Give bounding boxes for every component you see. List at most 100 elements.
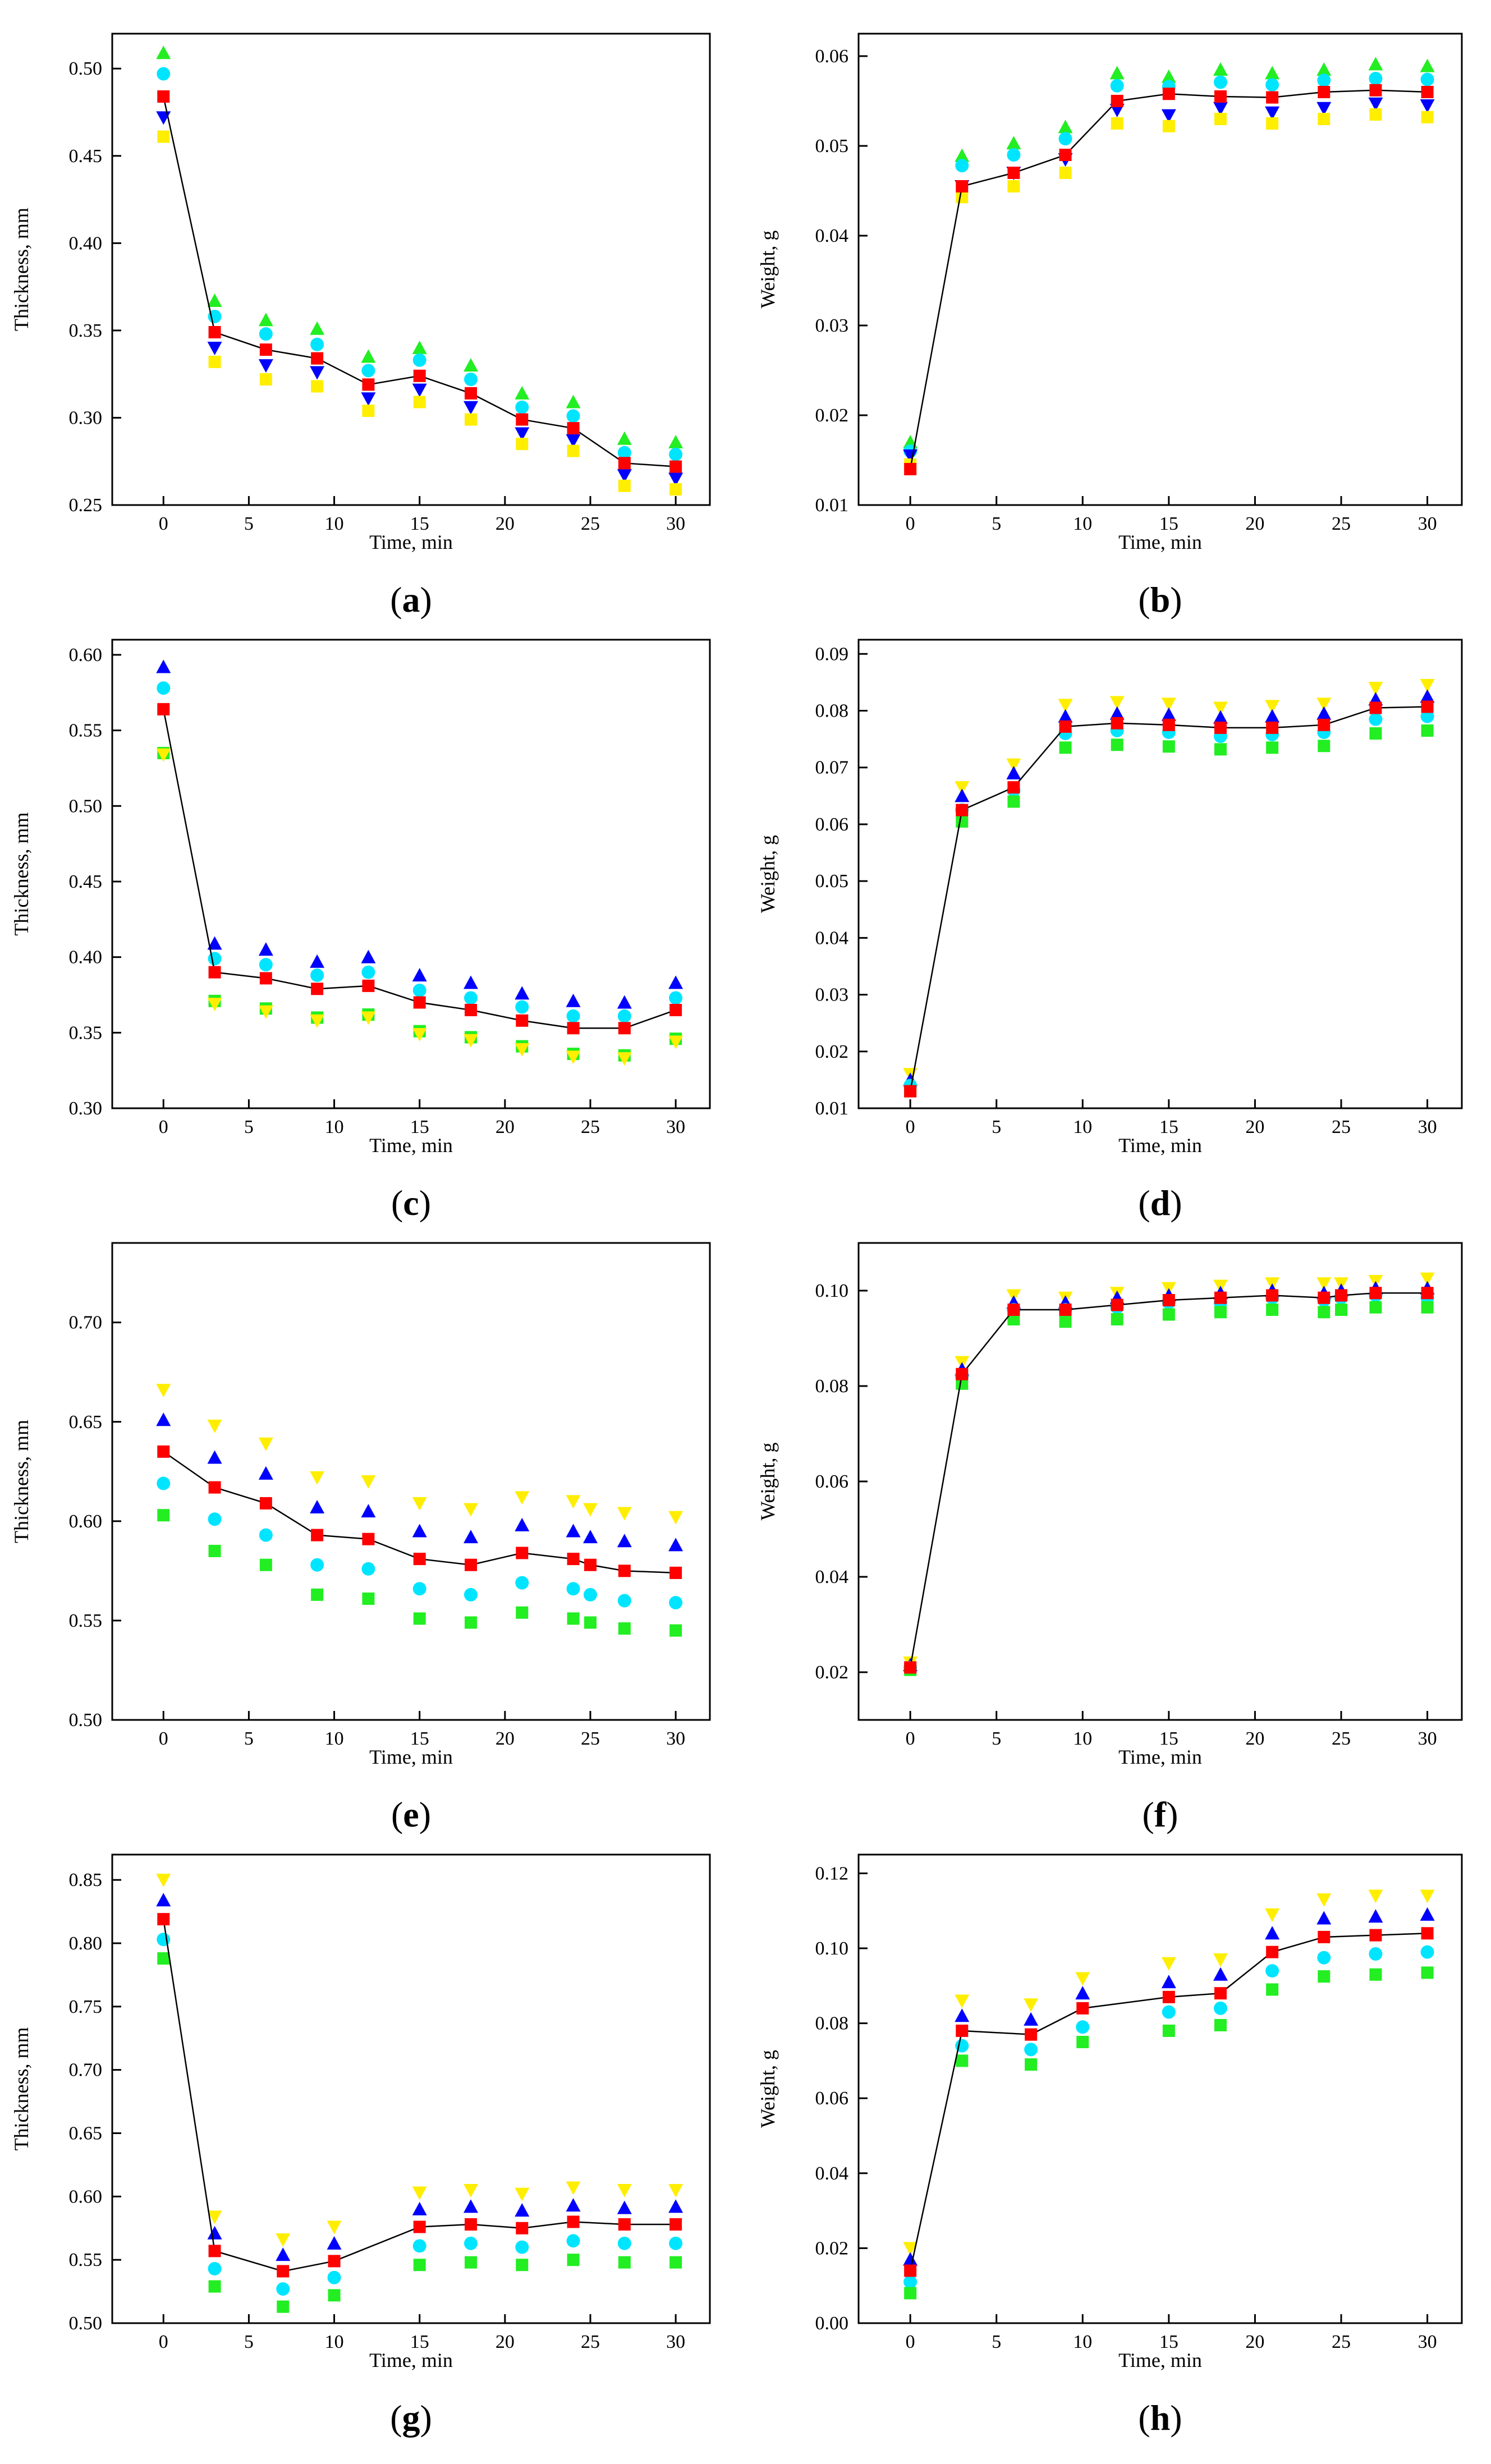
y-tick-label: 0.35 xyxy=(69,1022,103,1043)
data-point xyxy=(1266,91,1279,104)
y-tick-label: 0.05 xyxy=(815,136,849,157)
y-axis-label: Weight, g xyxy=(756,835,779,913)
y-tick-label: 0.00 xyxy=(815,2313,849,2334)
data-point xyxy=(464,373,478,386)
data-point xyxy=(566,2181,581,2195)
data-point xyxy=(310,1471,325,1485)
data-point xyxy=(516,1547,529,1559)
data-point xyxy=(668,1538,683,1552)
y-tick-label: 0.40 xyxy=(69,233,103,254)
y-tick-label: 0.04 xyxy=(815,2163,849,2184)
panel-h: 0 5 10 15 20 25 30 0.00 0.02 0.04 0.06 0.08 0.10 0.12… xyxy=(756,1853,1463,2438)
data-point xyxy=(464,401,478,415)
data-point xyxy=(311,352,324,365)
data-point xyxy=(310,1558,324,1572)
data-point xyxy=(465,1558,477,1571)
data-point xyxy=(1059,720,1072,733)
data-point xyxy=(955,2008,970,2022)
data-point xyxy=(1265,106,1280,120)
y-tick-label: 0.70 xyxy=(69,1313,103,1333)
data-point xyxy=(1007,781,1020,794)
data-point xyxy=(583,1530,598,1544)
series-green-square xyxy=(157,1509,682,1637)
data-point xyxy=(1265,709,1280,723)
data-point xyxy=(258,359,273,373)
data-point xyxy=(1421,1301,1434,1314)
data-point xyxy=(311,1529,324,1541)
data-point xyxy=(1214,2018,1227,2031)
data-point xyxy=(515,1517,530,1531)
data-point xyxy=(1421,1927,1434,1940)
x-tick-label: 30 xyxy=(666,2332,685,2352)
data-point xyxy=(464,2199,478,2213)
data-point xyxy=(567,2254,580,2266)
x-tick-label: 0 xyxy=(159,1728,168,1749)
y-tick-label: 0.01 xyxy=(815,495,849,516)
data-point xyxy=(1214,75,1227,89)
data-point xyxy=(310,1014,325,1028)
series-green-triangle xyxy=(156,45,683,448)
data-point xyxy=(277,2300,290,2313)
data-point xyxy=(515,1576,529,1590)
x-tick-label: 25 xyxy=(581,1117,600,1137)
data-point xyxy=(156,1412,171,1426)
data-point xyxy=(668,1035,683,1049)
y-tick-label: 0.65 xyxy=(69,1412,103,1433)
panel-a: 0 5 10 15 20 25 30 0.25 0.30 0.35 0.40 0.45 0.50 Time… xyxy=(10,33,711,620)
data-point xyxy=(617,1594,631,1608)
series-green-square xyxy=(904,724,1434,1098)
data-point xyxy=(566,394,581,409)
y-tick-label: 0.05 xyxy=(815,871,849,892)
data-point xyxy=(362,1592,375,1605)
data-point xyxy=(258,1005,273,1019)
data-point xyxy=(618,2218,631,2231)
y-tick-label: 0.08 xyxy=(815,2013,849,2034)
data-point xyxy=(156,1874,171,1888)
data-point xyxy=(1265,66,1280,80)
y-tick-label: 0.06 xyxy=(815,814,849,835)
data-point xyxy=(956,2024,969,2037)
data-point xyxy=(362,1532,375,1545)
series-cyan-circle xyxy=(903,1288,1434,1674)
data-point xyxy=(668,1511,683,1525)
data-point xyxy=(1420,99,1435,113)
data-point xyxy=(1420,1907,1435,1921)
x-tick-label: 15 xyxy=(410,1117,429,1137)
data-point xyxy=(311,983,324,995)
data-point xyxy=(1162,2024,1175,2037)
data-point xyxy=(1369,84,1382,97)
data-point xyxy=(567,1553,580,1566)
data-point xyxy=(515,986,530,1000)
data-point xyxy=(904,2287,917,2300)
panel-e: 0 5 10 15 20 25 30 0.50 0.55 0.60 0.65 0.70 Time, mi… xyxy=(10,1242,711,1834)
data-point xyxy=(1266,1289,1279,1302)
data-point xyxy=(617,469,632,483)
panel-d: 0 5 10 15 20 25 30 0.01 0.02 0.03 0.04 0.05 0.06 0.07… xyxy=(756,639,1463,1223)
y-tick-label: 0.10 xyxy=(815,1281,849,1301)
y-tick-label: 0.30 xyxy=(69,1098,103,1119)
series-blue-triangle xyxy=(903,97,1435,463)
panel-label: (f) xyxy=(1143,1795,1178,1834)
x-tick-label: 20 xyxy=(1245,2332,1264,2352)
data-point xyxy=(1335,1304,1347,1316)
x-axis-label: Time, min xyxy=(369,1746,453,1768)
y-tick-label: 0.02 xyxy=(815,1041,849,1062)
data-point xyxy=(1266,721,1279,734)
y-tick-label: 0.30 xyxy=(69,407,103,428)
data-point xyxy=(156,1384,171,1398)
x-tick-label: 0 xyxy=(906,1117,915,1137)
data-point xyxy=(1369,727,1382,740)
data-point xyxy=(1075,1986,1090,2000)
y-axis-label: Thickness, mm xyxy=(10,2027,33,2151)
data-point xyxy=(618,457,631,470)
data-point xyxy=(464,1503,478,1517)
data-point xyxy=(904,463,917,475)
data-point xyxy=(465,387,477,400)
data-point xyxy=(1266,741,1279,754)
x-tick-label: 10 xyxy=(1073,2332,1092,2352)
data-point xyxy=(464,358,478,372)
x-axis-label: Time, min xyxy=(369,1134,453,1157)
series-green-triangle xyxy=(903,57,1435,448)
data-point xyxy=(412,2239,426,2253)
data-point xyxy=(1266,1983,1279,1996)
